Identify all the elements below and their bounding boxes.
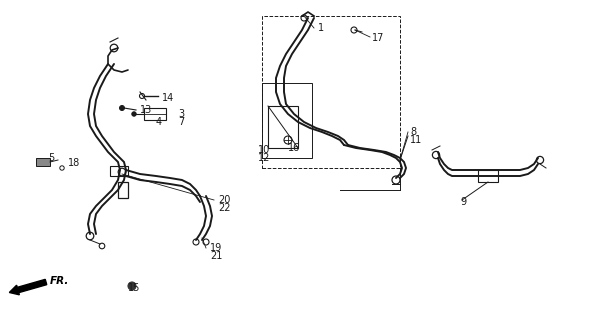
Bar	[262, 83, 312, 158]
Text: 16: 16	[288, 143, 300, 153]
Circle shape	[132, 112, 136, 116]
Text: 9: 9	[460, 197, 466, 207]
Text: 15: 15	[128, 283, 140, 293]
Bar	[262, 16, 400, 168]
Text: 14: 14	[162, 93, 174, 103]
Bar	[478, 170, 498, 182]
Bar	[118, 182, 128, 198]
Text: 20: 20	[218, 195, 231, 205]
Text: 18: 18	[68, 158, 80, 168]
Text: 13: 13	[140, 105, 152, 115]
Text: 5: 5	[48, 153, 54, 163]
Bar	[110, 166, 128, 176]
Text: 19: 19	[210, 243, 222, 253]
Circle shape	[120, 106, 125, 110]
FancyBboxPatch shape	[36, 158, 50, 166]
Text: 7: 7	[178, 117, 185, 127]
Text: 22: 22	[218, 203, 231, 213]
Text: 4: 4	[156, 117, 162, 127]
Text: 17: 17	[372, 33, 384, 43]
Text: 3: 3	[178, 109, 184, 119]
Circle shape	[128, 282, 136, 290]
Bar	[268, 106, 298, 148]
Text: 21: 21	[210, 251, 223, 261]
Text: FR.: FR.	[50, 276, 70, 286]
Text: 8: 8	[410, 127, 416, 137]
Text: 12: 12	[258, 153, 270, 163]
Text: 10: 10	[258, 145, 270, 155]
Bar	[144, 108, 166, 120]
Text: 1: 1	[318, 23, 324, 33]
FancyArrow shape	[9, 279, 47, 295]
Text: 11: 11	[410, 135, 422, 145]
